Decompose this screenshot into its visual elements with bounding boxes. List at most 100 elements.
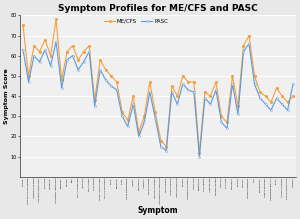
PASC [27, 81, 30, 83]
ME/CFS [291, 95, 295, 97]
PASC [253, 83, 256, 85]
PASC [236, 113, 240, 116]
ME/CFS [187, 81, 190, 83]
ME/CFS [126, 119, 130, 122]
ME/CFS [38, 50, 41, 53]
PASC [142, 121, 146, 124]
PASC [214, 89, 218, 91]
PASC [60, 87, 63, 89]
PASC [148, 91, 152, 93]
ME/CFS [242, 44, 245, 47]
PASC [176, 103, 179, 106]
PASC [242, 50, 245, 53]
ME/CFS [170, 85, 174, 87]
PASC [93, 105, 97, 108]
ME/CFS [269, 101, 273, 103]
PASC [181, 83, 185, 85]
Y-axis label: Symptom Score: Symptom Score [4, 68, 9, 124]
ME/CFS [87, 44, 91, 47]
Line: ME/CFS: ME/CFS [22, 19, 294, 154]
PASC [164, 149, 168, 152]
ME/CFS [82, 50, 85, 53]
ME/CFS [21, 24, 25, 27]
PASC [208, 103, 212, 106]
PASC [43, 48, 47, 51]
ME/CFS [104, 69, 107, 71]
ME/CFS [286, 101, 290, 103]
ME/CFS [93, 99, 97, 101]
ME/CFS [131, 95, 135, 97]
PASC [131, 103, 135, 106]
Line: PASC: PASC [22, 41, 294, 157]
ME/CFS [176, 95, 179, 97]
ME/CFS [164, 145, 168, 148]
ME/CFS [32, 44, 36, 47]
ME/CFS [60, 79, 63, 81]
Legend: ME/CFS, PASC: ME/CFS, PASC [103, 18, 169, 24]
ME/CFS [148, 81, 152, 83]
ME/CFS [65, 50, 69, 53]
ME/CFS [115, 81, 119, 83]
ME/CFS [198, 151, 201, 154]
PASC [264, 103, 267, 106]
ME/CFS [236, 105, 240, 108]
ME/CFS [154, 111, 157, 114]
PASC [32, 54, 36, 57]
PASC [159, 145, 163, 148]
PASC [104, 79, 107, 81]
PASC [65, 58, 69, 61]
PASC [286, 109, 290, 111]
PASC [247, 42, 251, 45]
PASC [231, 83, 234, 85]
ME/CFS [258, 91, 262, 93]
PASC [280, 103, 284, 106]
PASC [98, 69, 102, 71]
PASC [110, 85, 113, 87]
PASC [220, 121, 223, 124]
ME/CFS [43, 38, 47, 41]
ME/CFS [192, 81, 196, 83]
PASC [87, 50, 91, 53]
PASC [76, 69, 80, 71]
ME/CFS [220, 115, 223, 118]
ME/CFS [71, 44, 74, 47]
PASC [71, 54, 74, 57]
ME/CFS [27, 75, 30, 77]
ME/CFS [231, 75, 234, 77]
ME/CFS [76, 58, 80, 61]
PASC [82, 60, 85, 63]
ME/CFS [214, 81, 218, 83]
ME/CFS [181, 75, 185, 77]
PASC [187, 89, 190, 91]
ME/CFS [120, 111, 124, 114]
PASC [275, 97, 278, 99]
PASC [137, 135, 141, 138]
PASC [126, 125, 130, 128]
ME/CFS [253, 75, 256, 77]
PASC [203, 97, 207, 99]
PASC [192, 91, 196, 93]
PASC [170, 91, 174, 93]
ME/CFS [275, 87, 278, 89]
ME/CFS [110, 75, 113, 77]
PASC [120, 115, 124, 118]
ME/CFS [208, 95, 212, 97]
ME/CFS [159, 139, 163, 142]
ME/CFS [225, 121, 229, 124]
PASC [258, 97, 262, 99]
PASC [198, 155, 201, 158]
PASC [269, 109, 273, 111]
PASC [291, 83, 295, 85]
ME/CFS [264, 95, 267, 97]
PASC [21, 48, 25, 51]
PASC [154, 117, 157, 120]
ME/CFS [203, 91, 207, 93]
Title: Symptom Profiles for ME/CFS and PASC: Symptom Profiles for ME/CFS and PASC [58, 4, 258, 13]
PASC [38, 60, 41, 63]
X-axis label: Symptom: Symptom [138, 206, 178, 215]
ME/CFS [137, 131, 141, 134]
PASC [49, 65, 52, 67]
PASC [54, 40, 58, 43]
ME/CFS [54, 18, 58, 21]
PASC [115, 89, 119, 91]
